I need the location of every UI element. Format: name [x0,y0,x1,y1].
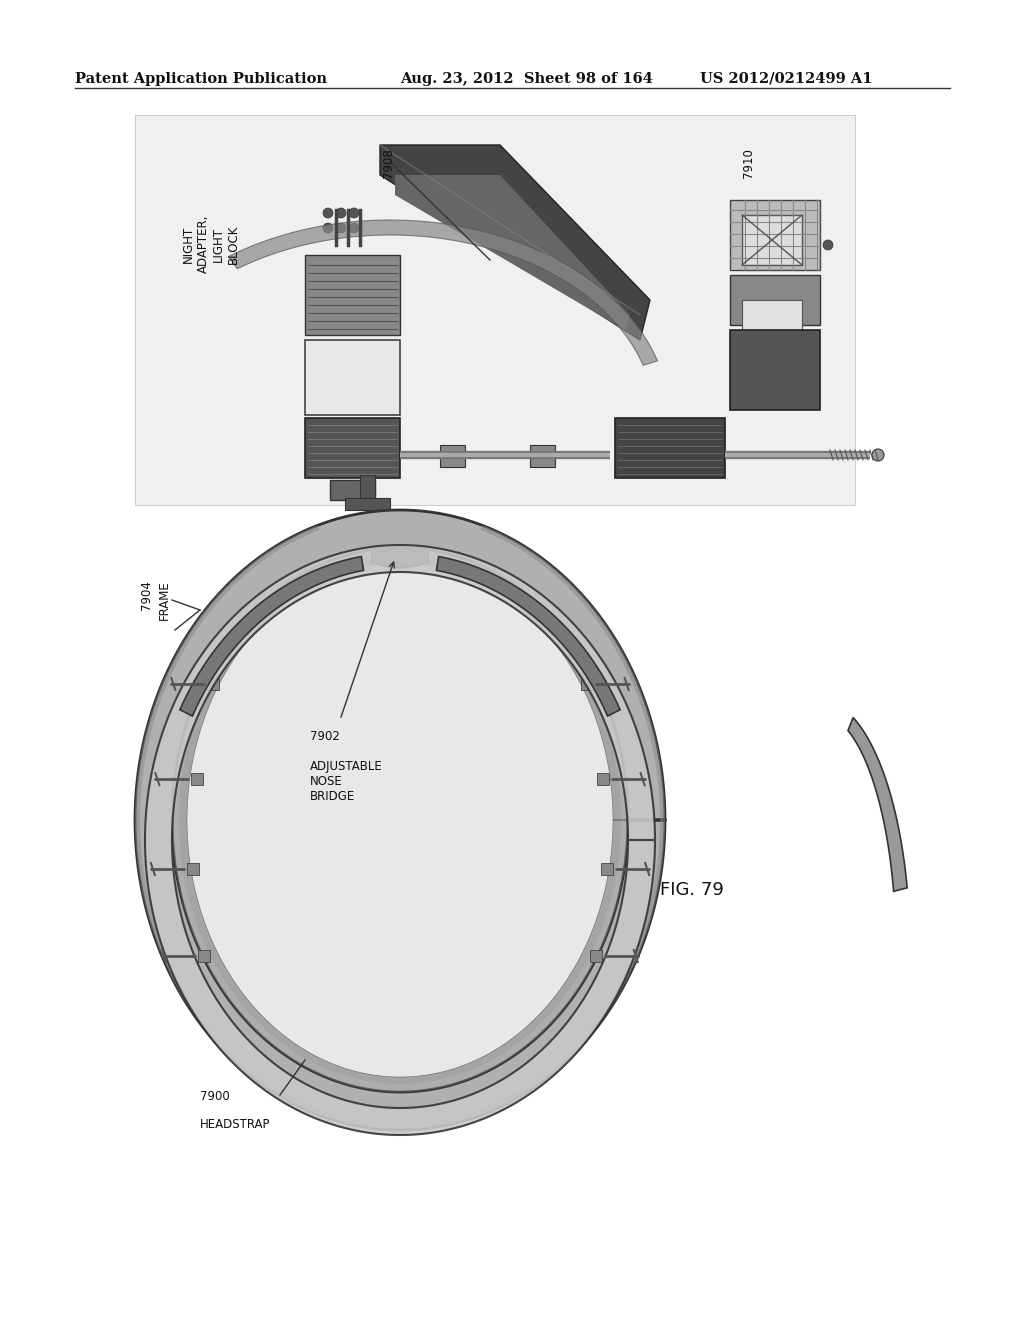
Bar [597,774,608,785]
Bar [135,115,855,506]
Text: Aug. 23, 2012  Sheet 98 of 164: Aug. 23, 2012 Sheet 98 of 164 [400,73,653,86]
Polygon shape [145,545,655,1135]
Circle shape [323,209,333,218]
Polygon shape [395,176,630,330]
Bar [742,215,802,265]
Bar [305,418,400,478]
Bar [199,950,210,962]
Bar [330,480,375,500]
Text: US 2012/0212499 A1: US 2012/0212499 A1 [700,73,872,86]
Polygon shape [848,718,907,891]
Text: 7902: 7902 [310,730,340,743]
Text: FIG. 79: FIG. 79 [660,880,724,899]
Polygon shape [228,220,657,366]
Polygon shape [436,557,621,715]
Circle shape [336,209,346,218]
Bar [590,950,602,962]
Polygon shape [380,145,650,341]
Polygon shape [135,525,319,1115]
Polygon shape [480,525,665,1115]
Polygon shape [180,557,364,715]
Circle shape [336,223,346,234]
Bar [207,678,219,690]
Text: 7904: 7904 [140,579,153,610]
Bar [186,863,199,875]
Circle shape [349,223,359,234]
Bar [345,498,390,510]
Circle shape [323,223,333,234]
Bar [191,774,204,785]
Text: 7910: 7910 [742,148,755,178]
Bar [360,475,375,506]
Bar [601,863,613,875]
Circle shape [349,209,359,218]
Circle shape [823,240,833,249]
Text: 7908: 7908 [382,148,395,178]
Text: Patent Application Publication: Patent Application Publication [75,73,327,86]
Bar [305,341,400,414]
Bar [730,201,820,271]
Circle shape [872,449,884,461]
Polygon shape [179,556,622,1084]
Bar [615,418,725,478]
Polygon shape [135,510,665,1130]
Text: 7900: 7900 [200,1090,229,1104]
Text: ADJUSTABLE
NOSE
BRIDGE: ADJUSTABLE NOSE BRIDGE [310,760,383,803]
Bar [440,445,465,467]
Bar [742,300,802,341]
Text: NIGHT
ADAPTER,
LIGHT
BLOCK: NIGHT ADAPTER, LIGHT BLOCK [182,215,240,273]
Text: FRAME: FRAME [158,579,171,620]
Bar [730,275,820,325]
Polygon shape [172,548,628,1092]
Text: HEADSTRAP: HEADSTRAP [200,1118,270,1131]
Bar [530,445,555,467]
Bar [305,255,400,335]
Bar [581,678,593,690]
Polygon shape [372,546,428,568]
Bar [730,330,820,411]
